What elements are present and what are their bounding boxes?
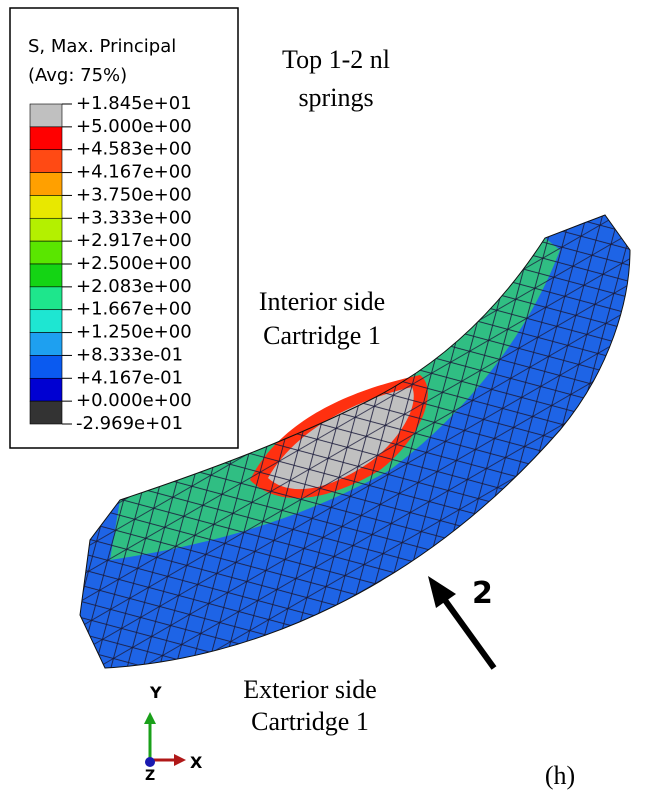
legend-label: +4.167e-01: [76, 367, 183, 388]
legend-swatch: [29, 195, 63, 219]
axis-triad: [144, 712, 186, 767]
legend-label: +5.000e+00: [76, 116, 192, 137]
x-axis-head: [174, 754, 186, 766]
legend-label: +3.333e+00: [76, 207, 192, 228]
legend-label: +3.750e+00: [76, 184, 192, 205]
legend-swatch: [29, 240, 63, 265]
arrow-label: 2: [472, 576, 493, 611]
legend-swatch: [29, 263, 63, 288]
legend-swatch: [29, 332, 63, 356]
legend-label: +1.250e+00: [76, 322, 192, 343]
legend-label: +1.845e+01: [76, 93, 192, 114]
annotation: Interior side: [259, 287, 385, 316]
legend-swatch: [29, 217, 63, 242]
panel-label: (h): [545, 761, 575, 790]
legend-swatch: [29, 400, 63, 425]
legend-label: +2.083e+00: [76, 276, 192, 297]
legend-swatch: [29, 377, 63, 402]
legend-label: +2.917e+00: [76, 230, 192, 251]
y-axis-head: [144, 712, 156, 724]
mesh-lines: [79, 214, 631, 669]
annotation: Cartridge 1: [251, 707, 369, 736]
annotation: Exterior side: [243, 675, 377, 704]
legend-swatch: [29, 149, 63, 173]
legend: S, Max. Principal (Avg: 75%) +1.845e+01+…: [9, 7, 239, 449]
axis-label: Z: [145, 768, 155, 784]
legend-subtitle: (Avg: 75%): [28, 65, 127, 86]
legend-label: -2.969e+01: [76, 413, 183, 434]
annotation: springs: [298, 83, 373, 112]
model: [79, 214, 631, 669]
legend-label: +4.583e+00: [76, 139, 192, 160]
legend-swatch: [29, 103, 63, 128]
annotation: Cartridge 1: [263, 321, 381, 350]
annotation: Top 1-2 nl: [282, 45, 390, 74]
arrow-head: [428, 576, 456, 608]
legend-label: +1.667e+00: [76, 299, 192, 320]
legend-swatch: [29, 172, 63, 196]
load-arrow: [428, 576, 497, 670]
arrow-shaft: [439, 594, 497, 670]
legend-label: +0.000e+00: [76, 390, 192, 411]
legend-swatch: [29, 309, 63, 333]
legend-swatch: [29, 286, 63, 311]
legend-swatch: [29, 355, 63, 379]
legend-label: +4.167e+00: [76, 162, 192, 183]
legend-title: S, Max. Principal: [28, 36, 176, 57]
legend-label: +8.333e-01: [76, 344, 183, 365]
axis-label: Y: [149, 683, 162, 702]
axis-label: X: [190, 753, 203, 772]
legend-swatch: [29, 126, 63, 151]
legend-label: +2.500e+00: [76, 253, 192, 274]
z-axis-dot: [145, 757, 155, 767]
